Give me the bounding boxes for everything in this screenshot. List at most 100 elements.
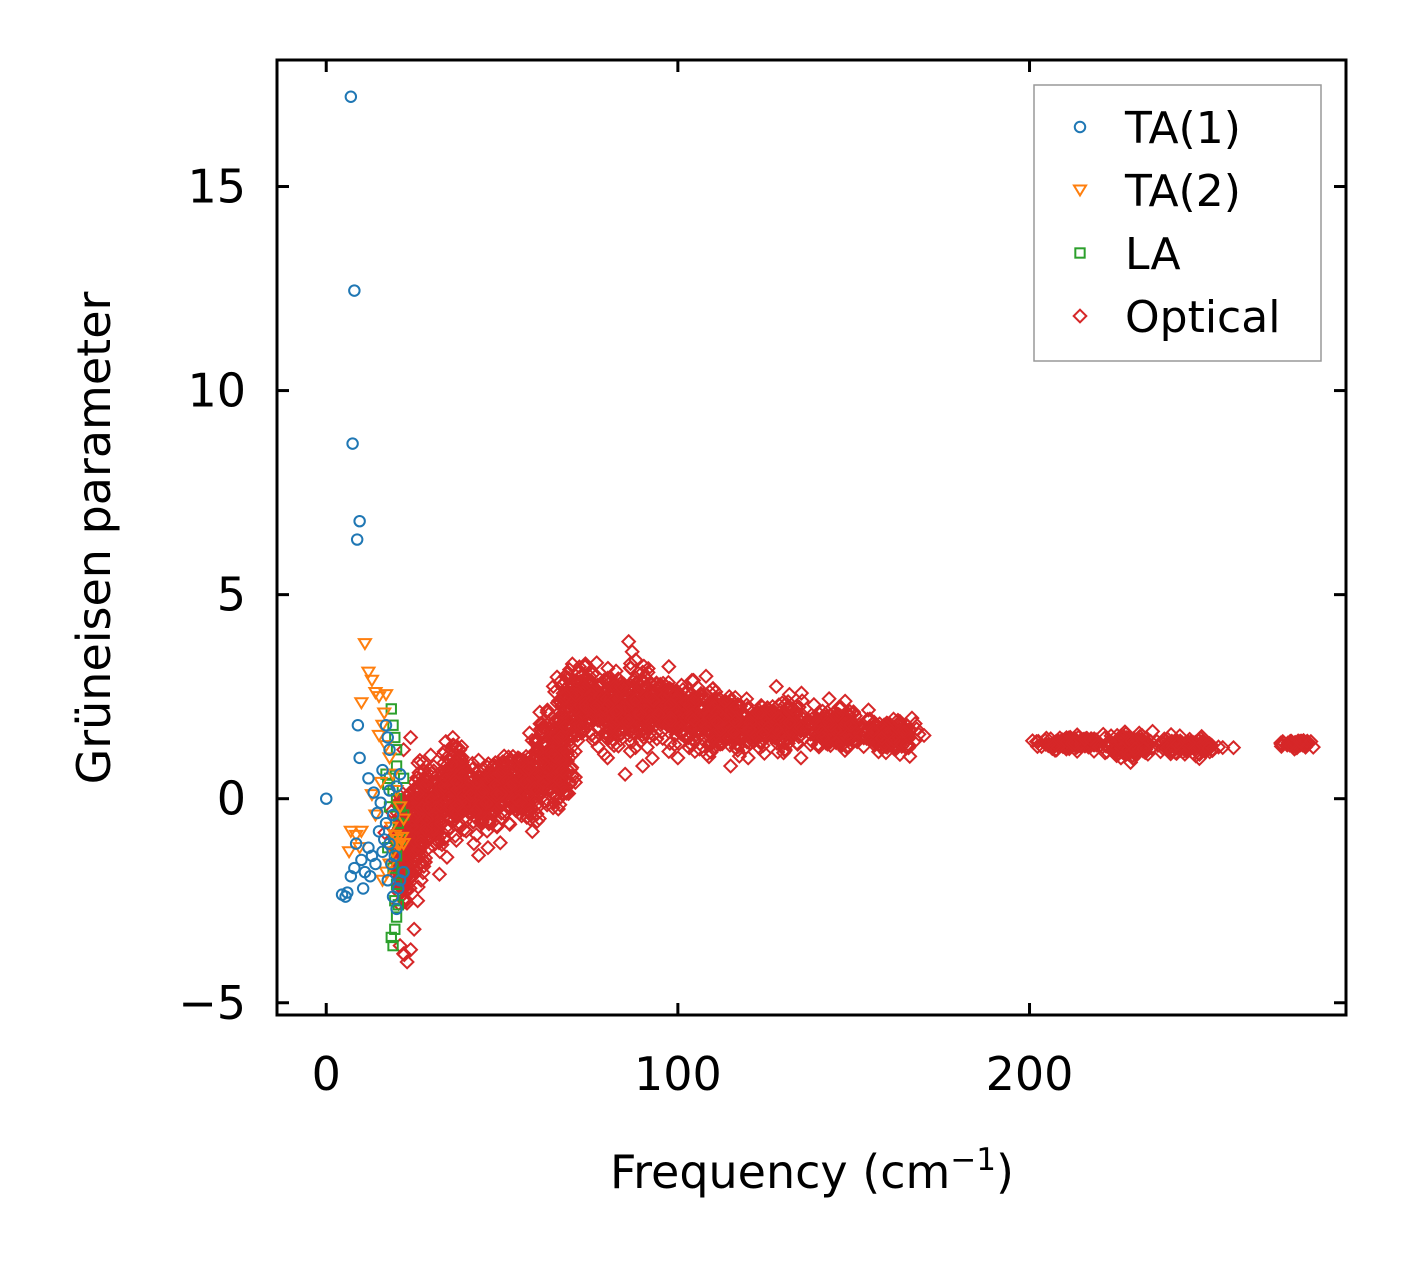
data-point — [436, 743, 452, 760]
data-point — [494, 763, 510, 780]
data-point — [402, 880, 418, 897]
data-point — [465, 807, 482, 824]
data-point — [829, 707, 846, 724]
data-point — [320, 792, 333, 805]
data-point — [802, 726, 819, 742]
data-point — [745, 707, 762, 723]
data-point — [353, 697, 370, 711]
data-point — [855, 738, 872, 755]
data-point — [409, 785, 426, 802]
data-point — [335, 888, 349, 901]
legend-marker — [1072, 184, 1088, 198]
data-point — [634, 758, 651, 774]
data-point — [742, 714, 759, 730]
data-point — [570, 732, 586, 749]
data-point — [644, 750, 661, 767]
data-point — [529, 754, 545, 770]
data-point — [710, 722, 726, 739]
data-point — [410, 755, 426, 771]
data-point — [582, 672, 598, 689]
tick-labels: 0 100 200 −5 0 5 10 15 — [178, 160, 1073, 1101]
data-point — [886, 732, 902, 748]
data-point — [390, 877, 407, 894]
data-point — [911, 726, 927, 743]
data-point — [693, 726, 709, 743]
data-point — [764, 698, 781, 715]
data-point — [717, 693, 733, 709]
data-point — [685, 672, 702, 689]
data-point — [1292, 733, 1308, 749]
data-point — [759, 720, 776, 736]
data-point — [494, 754, 511, 770]
data-point — [842, 703, 858, 720]
data-point — [1144, 723, 1161, 740]
data-point — [540, 760, 556, 777]
data-point — [703, 700, 719, 716]
data-point — [356, 882, 370, 895]
data-point — [673, 718, 689, 735]
data-point — [480, 839, 496, 856]
data-point — [705, 680, 721, 697]
data-point — [389, 923, 401, 935]
data-point — [344, 870, 358, 883]
data-point — [454, 803, 470, 819]
data-point — [379, 719, 393, 732]
data-point — [627, 652, 644, 668]
data-point — [599, 750, 616, 766]
data-point — [820, 713, 837, 729]
data-point — [379, 816, 393, 830]
data-point — [418, 777, 434, 793]
data-point — [1077, 731, 1093, 748]
data-point — [662, 712, 679, 729]
data-point — [473, 783, 490, 800]
data-point — [414, 800, 430, 816]
data-point — [381, 731, 394, 744]
data-point — [597, 729, 614, 745]
data-point — [378, 740, 394, 754]
data-point — [466, 835, 482, 852]
data-point — [365, 849, 379, 863]
data-point — [1303, 733, 1319, 750]
data-point — [413, 872, 429, 889]
data-point — [390, 902, 403, 916]
data-point — [602, 670, 619, 686]
data-point — [344, 90, 358, 103]
data-point — [564, 656, 581, 672]
ticks-layer — [277, 60, 1346, 1015]
data-point — [814, 723, 830, 740]
data-point — [362, 772, 375, 785]
data-point — [381, 752, 398, 766]
data-point — [341, 846, 357, 860]
data-point — [505, 776, 522, 793]
data-point — [746, 733, 762, 749]
legend-label: TA(1) — [1124, 103, 1241, 154]
data-point — [1177, 746, 1193, 762]
data-point — [350, 533, 364, 546]
data-point — [612, 722, 629, 738]
data-point — [348, 284, 361, 297]
data-point — [390, 793, 403, 805]
data-point — [431, 835, 447, 851]
data-point — [639, 739, 656, 756]
data-point — [815, 730, 831, 746]
data-point — [1106, 739, 1122, 756]
data-point — [518, 748, 534, 765]
legend-marker — [1072, 308, 1088, 324]
data-point — [522, 811, 538, 827]
data-point — [727, 713, 743, 730]
data-point — [385, 931, 397, 944]
data-point — [540, 715, 557, 732]
data-point — [590, 712, 606, 729]
y-axis-label: Grüneisen parameter — [67, 291, 121, 784]
data-point — [878, 744, 894, 761]
data-point — [670, 750, 686, 766]
data-point — [501, 815, 517, 831]
data-point — [849, 734, 865, 750]
data-point — [435, 746, 451, 763]
data-point — [845, 705, 862, 721]
y-tick-label: 10 — [187, 364, 246, 418]
data-point — [622, 655, 639, 672]
data-point — [439, 849, 455, 866]
data-point — [709, 704, 726, 720]
data-point — [371, 691, 387, 705]
